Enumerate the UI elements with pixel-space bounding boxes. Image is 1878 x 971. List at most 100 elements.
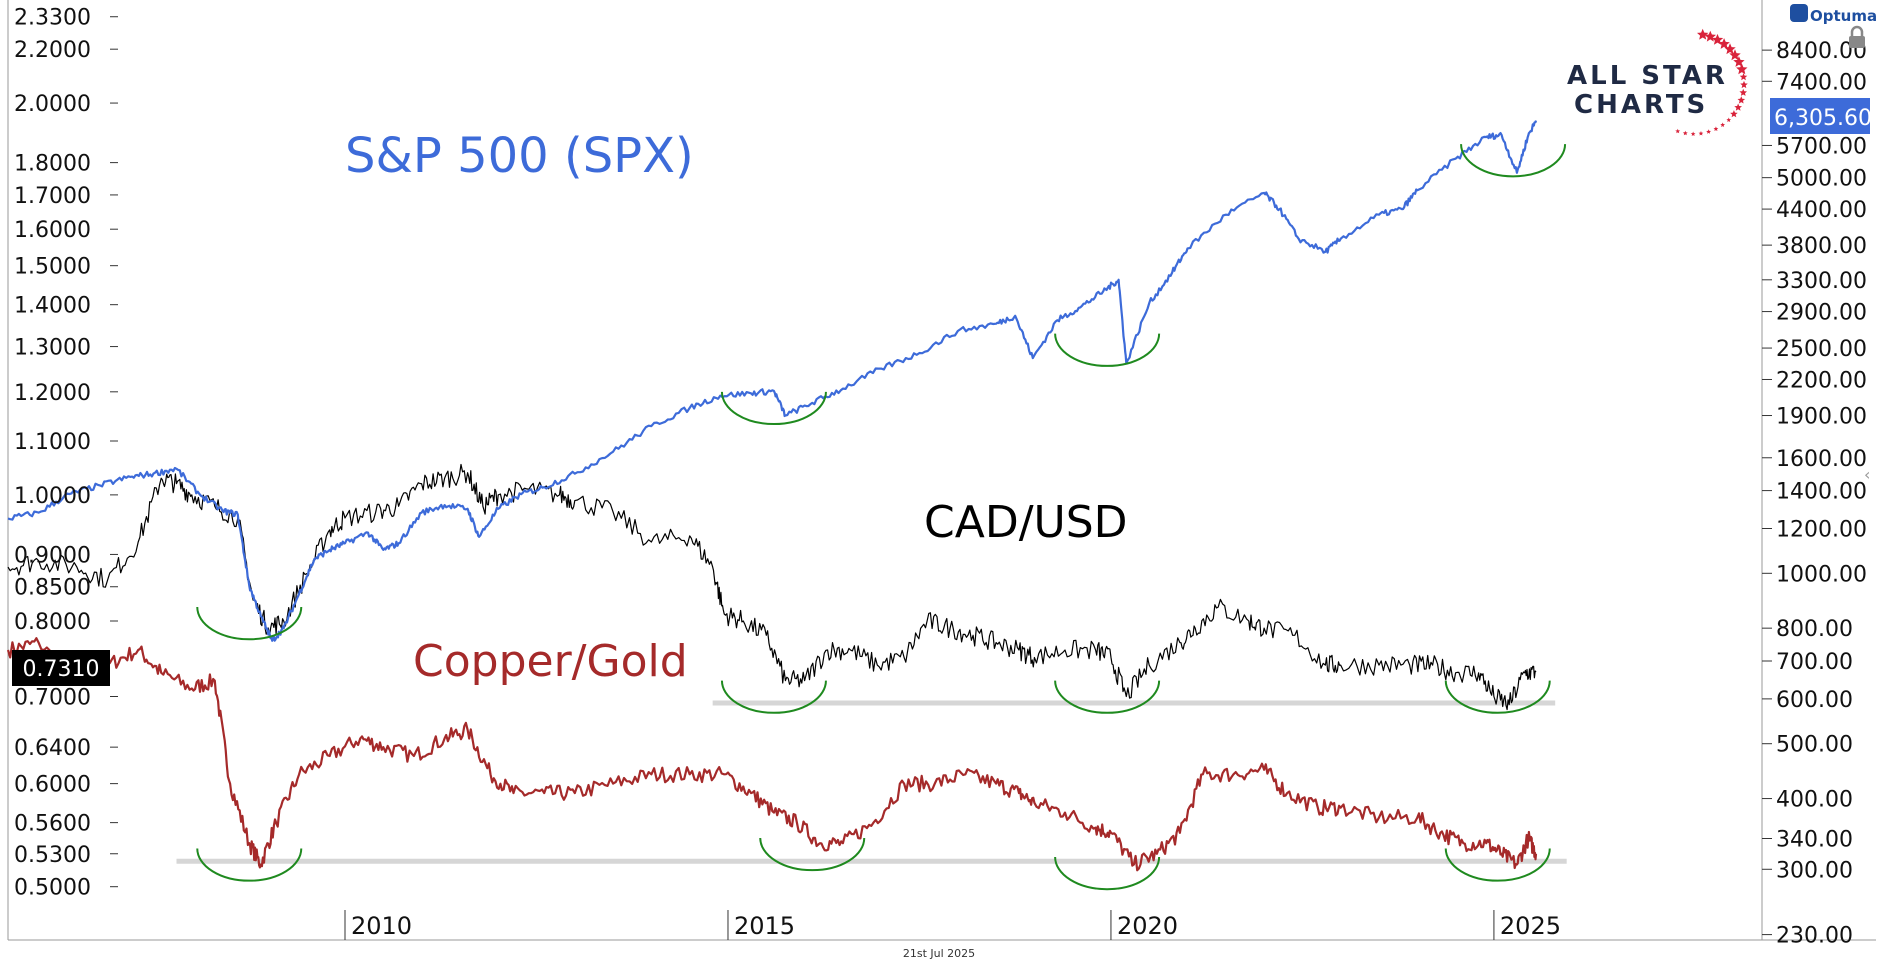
- collapse-arrow-icon[interactable]: ‹: [1864, 465, 1870, 484]
- svg-text:‹: ‹: [1864, 465, 1870, 484]
- right-tick-label: 600.00: [1776, 688, 1853, 713]
- right-tick-label: 230.00: [1776, 924, 1853, 949]
- arc-marker: [720, 391, 827, 426]
- lock-icon[interactable]: [1849, 25, 1865, 48]
- arc-marker: [1054, 856, 1161, 891]
- right-tick-label: 2500.00: [1776, 337, 1867, 362]
- left-tick-label: 1.1000: [14, 430, 91, 455]
- logo-star: [1698, 131, 1704, 136]
- series-line-copper-gold: [6, 637, 1538, 872]
- right-current-value: 6,305.60: [1774, 106, 1872, 131]
- left-tick-label: 1.3000: [14, 336, 91, 361]
- logo-star: [1739, 73, 1748, 81]
- right-tick-label: 5000.00: [1776, 167, 1867, 192]
- cad-usd-series-label: CAD/USD: [924, 497, 1128, 548]
- left-tick-label: 1.7000: [14, 184, 91, 209]
- left-tick-label: 0.9000: [14, 543, 91, 568]
- logo-star: [1724, 43, 1736, 55]
- right-tick-label: 1200.00: [1776, 517, 1867, 542]
- left-tick-label: 2.2000: [14, 38, 91, 63]
- left-tick-label: 1.5000: [14, 255, 91, 280]
- left-tick-label: 1.6000: [14, 218, 91, 243]
- support-lines: [176, 700, 1567, 864]
- right-axis: 8400.007400.005700.005000.004400.003800.…: [1762, 39, 1867, 949]
- right-tick-label: 1400.00: [1776, 480, 1867, 505]
- arc-marker: [759, 837, 866, 872]
- right-tick-label: 340.00: [1776, 828, 1853, 853]
- series-line-cad-usd: [7, 463, 1537, 711]
- right-tick-label: 2200.00: [1776, 368, 1867, 393]
- arc-marker: [1054, 333, 1161, 367]
- arc-markers: [196, 144, 1567, 891]
- arc-marker: [1054, 680, 1161, 714]
- plot-frame: [7, 0, 1876, 941]
- arc-marker: [1444, 848, 1551, 882]
- left-axis: 2.3300 2.2000 2.0000 1.8000 1.7000 1.6000 1.50…: [14, 6, 118, 901]
- logo-star: [1736, 63, 1748, 75]
- right-tick-label: 3800.00: [1776, 234, 1867, 259]
- left-tick-label: 1.8000: [14, 152, 91, 177]
- left-tick-label: 1.2000: [14, 381, 91, 406]
- left-tick-label: 1.0000: [14, 484, 91, 509]
- right-tick-label: 1000.00: [1776, 562, 1867, 587]
- left-tick-label: 0.6400: [14, 736, 91, 761]
- x-axis: 2010 2015 2020 2025: [344, 910, 1561, 940]
- logo-star: [1729, 49, 1741, 61]
- right-tick-label: 1900.00: [1776, 405, 1867, 430]
- logo-star: [1682, 130, 1688, 136]
- right-tick-label: 400.00: [1776, 788, 1853, 813]
- logo-star: [1706, 129, 1711, 134]
- logo-star: [1730, 110, 1738, 118]
- left-current-value: 0.7310: [23, 657, 100, 682]
- right-tick-label: 800.00: [1776, 617, 1853, 642]
- left-tick-label: 0.8500: [14, 576, 91, 601]
- logo-line2: CHARTS: [1574, 90, 1708, 120]
- logo-star: [1697, 28, 1709, 40]
- left-tick-label: 0.7000: [14, 685, 91, 710]
- right-tick-label: 2900.00: [1776, 301, 1867, 326]
- arc-marker: [1444, 680, 1551, 714]
- right-tick-label: 5700.00: [1776, 134, 1867, 159]
- left-tick-label: 2.0000: [14, 92, 91, 117]
- series-layer: [6, 120, 1538, 872]
- right-tick-label: 700.00: [1776, 650, 1853, 675]
- right-tick-label: 300.00: [1776, 858, 1853, 883]
- right-current-badge: 6,305.60: [1770, 98, 1872, 134]
- logo-star: [1690, 131, 1696, 136]
- logo-star: [1734, 103, 1742, 111]
- x-tick-label: 2015: [734, 912, 795, 940]
- optuma-brand: Optuma: [1790, 4, 1877, 25]
- right-tick-label: 1600.00: [1776, 447, 1867, 472]
- footer-date: 21st Jul 2025: [903, 947, 975, 960]
- x-tick-label: 2025: [1500, 912, 1561, 940]
- left-tick-label: 0.8000: [14, 610, 91, 635]
- logo-star: [1737, 96, 1746, 104]
- logo-star-ring: [1675, 28, 1748, 136]
- right-tick-label: 7400.00: [1776, 70, 1867, 95]
- optuma-brand-text: Optuma: [1810, 7, 1877, 25]
- arc-marker: [1460, 144, 1567, 178]
- logo-star: [1739, 88, 1747, 96]
- arc-marker: [196, 848, 303, 882]
- logo-star: [1726, 117, 1732, 122]
- logo-star: [1718, 38, 1730, 49]
- logo-star: [1704, 30, 1716, 42]
- logo-star: [1675, 128, 1681, 134]
- arc-marker: [720, 680, 827, 714]
- logo-star: [1720, 122, 1726, 127]
- left-tick-label: 0.5000: [14, 876, 91, 901]
- x-tick-label: 2010: [351, 912, 412, 940]
- series-line-s-p-500-spx-: [7, 120, 1538, 642]
- spx-series-label: S&P 500 (SPX): [345, 128, 694, 184]
- arc-marker: [196, 607, 303, 641]
- right-tick-label: 500.00: [1776, 733, 1853, 758]
- logo-line1: ALL STAR: [1567, 61, 1728, 91]
- left-tick-label: 0.6000: [14, 773, 91, 798]
- left-tick-label: 0.5600: [14, 812, 91, 837]
- logo-star: [1711, 33, 1724, 45]
- left-current-badge: 0.7310: [12, 650, 110, 686]
- logo-star: [1713, 126, 1719, 131]
- all-star-charts-logo: ALL STAR CHARTS: [1567, 28, 1748, 136]
- copper-gold-series-label: Copper/Gold: [413, 636, 688, 687]
